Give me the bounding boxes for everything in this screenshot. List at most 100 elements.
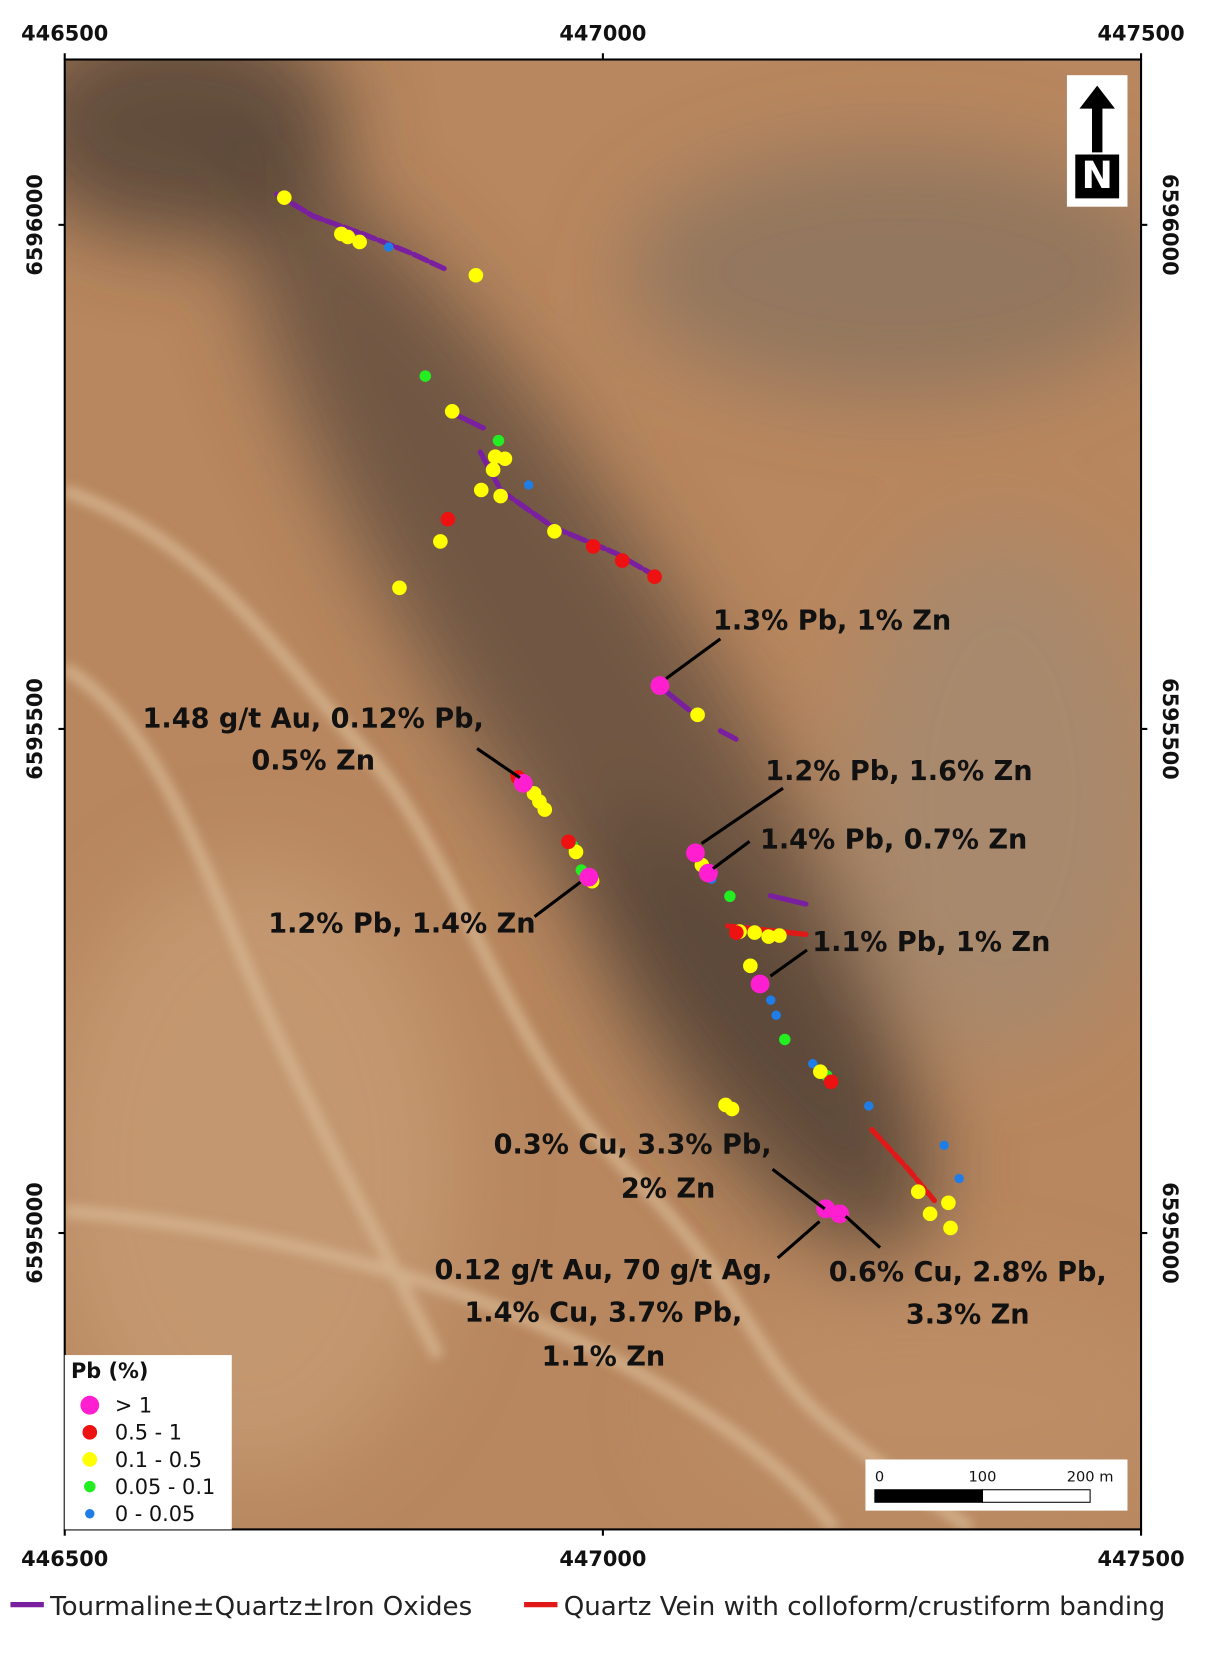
- x-tick-label: 447500: [1098, 1547, 1185, 1571]
- annotation: 1.48 g/t Au, 0.12% Pb,: [143, 704, 484, 735]
- sample-point: [276, 190, 292, 205]
- sample-point: [823, 1074, 839, 1090]
- satellite-image: [64, 59, 1142, 1530]
- scale-segment: [981, 1489, 1091, 1503]
- sample-point: [485, 462, 501, 478]
- sample-point: [954, 1173, 964, 1184]
- sample-point: [939, 1140, 949, 1151]
- sample-point: [579, 867, 599, 887]
- sample-point: [433, 534, 448, 549]
- leaders: [476, 637, 882, 1260]
- sample-point: [941, 1195, 956, 1211]
- legend-label: 0.5 - 1: [115, 1421, 182, 1445]
- y-tick-label: 6596000: [23, 174, 47, 276]
- north-arrow: N: [1066, 75, 1128, 207]
- sample-point: [943, 1220, 958, 1236]
- scale-segment: [874, 1489, 983, 1503]
- sample-point: [473, 482, 489, 498]
- annotations: 1.3% Pb, 1% Zn 1.48 g/t Au, 0.12% Pb, 0.5%…: [143, 606, 1107, 1373]
- leader-line: [476, 747, 521, 780]
- scale-label: 100: [969, 1468, 997, 1485]
- sample-point: [724, 890, 736, 903]
- y-tick-label: 6595500: [23, 678, 47, 780]
- legend-label: 0 - 0.05: [115, 1502, 196, 1526]
- sample-point: [772, 928, 787, 943]
- sample-point: [761, 929, 776, 944]
- leader-line: [712, 840, 751, 870]
- north-label-box: [1075, 154, 1120, 199]
- annotation: 0.6% Cu, 2.8% Pb,: [829, 1257, 1107, 1288]
- legend-title: Pb (%): [71, 1359, 148, 1383]
- sample-point: [568, 844, 584, 860]
- legend-swatch: [82, 1452, 98, 1467]
- sample-point: [523, 480, 534, 490]
- sample-point: [922, 1206, 938, 1222]
- sample-point: [743, 958, 758, 974]
- leader-line: [700, 786, 784, 845]
- legend-label: 0.05 - 0.1: [115, 1475, 215, 1499]
- sample-point: [493, 488, 508, 504]
- annotation: 0.5% Zn: [251, 745, 375, 776]
- sample-point: [724, 1101, 740, 1117]
- sample-point: [384, 242, 394, 252]
- annotation: 1.2% Pb, 1.4% Zn: [268, 908, 535, 939]
- annotation: 1.4% Pb, 0.7% Zn: [760, 825, 1027, 856]
- sample-point: [910, 1184, 926, 1199]
- legend-swatch: [82, 1425, 98, 1440]
- scale-label: 0: [875, 1468, 884, 1485]
- north-label: N: [1081, 153, 1112, 197]
- scale-label: 200 m: [1067, 1468, 1114, 1485]
- sample-point: [747, 925, 762, 940]
- annotation: 1.1% Zn: [542, 1342, 666, 1373]
- legend-swatch: [80, 1395, 100, 1415]
- quartz-vein: [869, 1126, 937, 1204]
- x-tick-label: 447000: [559, 1547, 646, 1571]
- sample-point: [647, 569, 662, 585]
- scale-bar: 0 100 200 m: [865, 1459, 1128, 1511]
- leader-line: [771, 1168, 826, 1211]
- sample-point: [686, 843, 705, 863]
- y-tick-label: 6595500: [1158, 678, 1182, 780]
- sample-point: [340, 229, 356, 245]
- samples: [276, 190, 964, 1236]
- annotation: 3.3% Zn: [906, 1300, 1030, 1331]
- sample-point: [561, 834, 576, 850]
- legend-box: [64, 1355, 232, 1530]
- sample-point: [766, 995, 776, 1005]
- sample-point: [690, 707, 705, 723]
- sample-point: [392, 580, 407, 596]
- sample-point: [547, 524, 562, 539]
- line-legend: Tourmaline±Quartz±Iron Oxides Quartz Vein…: [10, 1592, 1165, 1622]
- annotation: 1.2% Pb, 1.6% Zn: [765, 756, 1032, 787]
- leader-line: [533, 880, 582, 918]
- leader-line: [769, 948, 808, 978]
- line-legend-label: Tourmaline±Quartz±Iron Oxides: [49, 1592, 472, 1622]
- line-legend-label: Quartz Vein with colloform/crustiform ba…: [564, 1592, 1166, 1622]
- sample-point: [813, 1064, 828, 1080]
- leader-line: [844, 1215, 882, 1249]
- north-arrow-shape: [1079, 85, 1115, 153]
- sample-point: [614, 553, 630, 568]
- sample-point: [650, 676, 670, 695]
- sample-point: [419, 370, 432, 382]
- sample-point: [771, 1010, 781, 1020]
- tourmaline-vein: [274, 191, 449, 272]
- annotation: 1.1% Pb, 1% Zn: [812, 927, 1050, 958]
- leader-line: [665, 637, 722, 680]
- sample-point: [830, 1204, 850, 1224]
- annotation: 0.12 g/t Au, 70 g/t Ag,: [435, 1255, 773, 1286]
- sample-point: [779, 1033, 791, 1046]
- annotation: 2% Zn: [621, 1173, 715, 1204]
- sample-point: [729, 925, 744, 940]
- sample-point: [352, 234, 367, 250]
- axes: 446500 446500 447000 447000 447500 447500 6595…: [21, 22, 1184, 1571]
- legend-label: > 1: [115, 1393, 152, 1417]
- y-tick-label: 6595000: [23, 1182, 47, 1284]
- legend: Pb (%) > 1 0.5 - 1 0.1 - 0.5 0.05 - 0.1 0 - …: [64, 1355, 232, 1530]
- sample-point: [808, 1058, 818, 1069]
- x-tick-label: 447500: [1098, 22, 1185, 46]
- y-tick-label: 6596000: [1158, 174, 1182, 276]
- x-tick-label: 447000: [559, 22, 646, 46]
